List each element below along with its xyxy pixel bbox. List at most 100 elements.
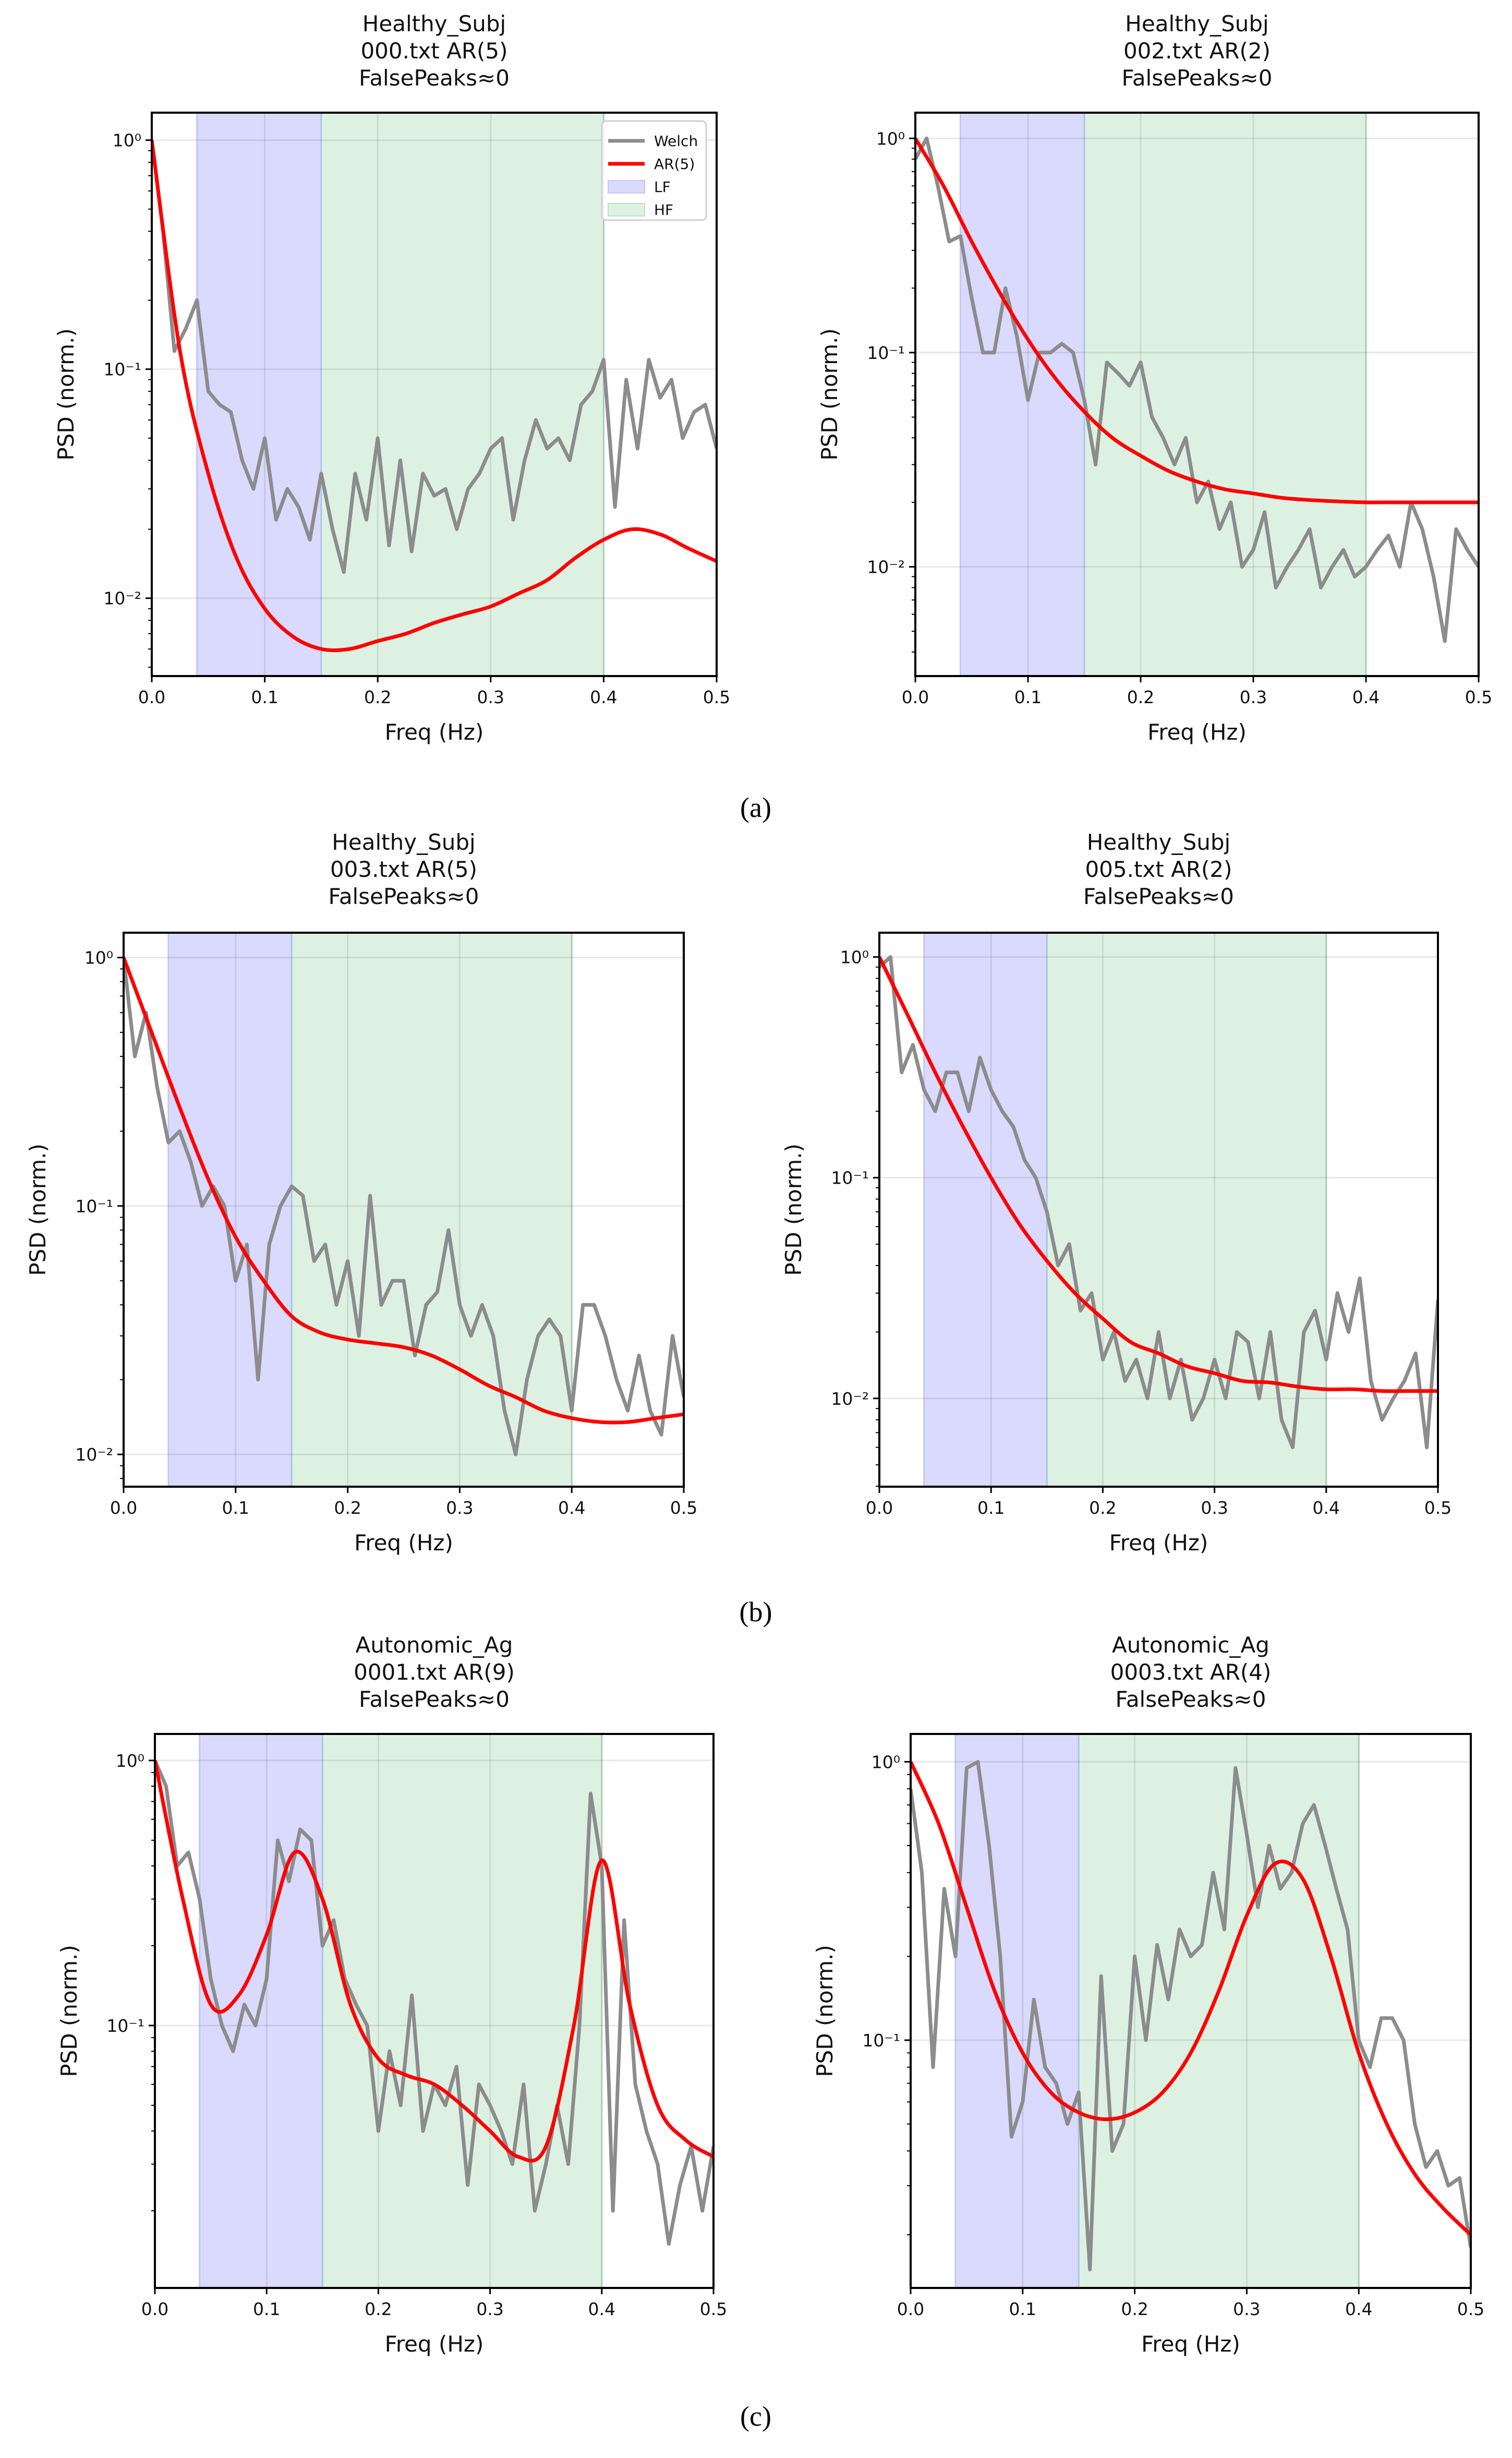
x-axis-label: Freq (Hz) (385, 2331, 484, 2357)
legend-label: AR(5) (654, 155, 695, 173)
chart-title-line: 003.txt AR(5) (330, 857, 477, 882)
chart-title-line: 002.txt AR(2) (1123, 38, 1271, 64)
x-tick-label: 0.5 (670, 1498, 697, 1518)
x-tick-label: 0.4 (1313, 1498, 1340, 1518)
legend-box (601, 120, 707, 221)
y-axis-label: PSD (norm.) (53, 328, 79, 461)
y-tick-label: 10⁻² (867, 557, 905, 577)
panel-caption: (a) (740, 792, 771, 823)
panel-caption: (c) (740, 2401, 771, 2432)
hf-band (1047, 933, 1326, 1487)
chart-title-line: 000.txt AR(5) (360, 38, 507, 64)
y-axis-label: PSD (norm.) (781, 1143, 806, 1276)
x-tick-label: 0.3 (477, 687, 504, 707)
ar-psd-line (911, 1761, 1471, 2236)
axes-frame (154, 1733, 715, 2289)
ar-psd-line (915, 137, 1479, 504)
x-axis-label: Freq (Hz) (1141, 2331, 1240, 2357)
x-tick-label: 0.2 (334, 1498, 361, 1518)
x-tick-label: 0.2 (365, 2299, 392, 2319)
x-tick-label: 0.0 (110, 1498, 137, 1518)
axes-frame (914, 112, 1480, 677)
legend-label: HF (654, 201, 673, 219)
y-tick-label: 10⁻¹ (103, 359, 141, 380)
x-tick-label: 0.1 (977, 1498, 1005, 1518)
axes-frame (151, 112, 718, 677)
chart-title-line: FalsePeaks≈0 (1083, 884, 1234, 909)
hf-band (321, 113, 604, 676)
legend-hf-swatch (608, 203, 645, 216)
legend-label: Welch (654, 132, 698, 150)
x-axis-label: Freq (Hz) (1109, 1530, 1208, 1556)
x-tick-label: 0.2 (364, 687, 391, 707)
lf-band (955, 1734, 1079, 2288)
chart-title-line: FalsePeaks≈0 (359, 65, 510, 91)
y-tick-label: 10⁰ (876, 128, 905, 149)
x-tick-label: 0.4 (590, 687, 617, 707)
y-tick-label: 10⁻² (75, 1444, 113, 1465)
x-tick-label: 0.3 (1233, 2299, 1260, 2319)
chart-title-line: FalsePeaks≈0 (1116, 1686, 1266, 1712)
x-tick-label: 0.1 (1009, 2299, 1036, 2319)
x-tick-label: 0.0 (141, 2299, 168, 2319)
chart-title-line: FalsePeaks≈0 (359, 1686, 510, 1712)
x-tick-label: 0.4 (1345, 2299, 1372, 2319)
y-axis-label: PSD (norm.) (812, 1945, 838, 2077)
welch-psd-line (915, 136, 1479, 643)
x-tick-label: 0.4 (588, 2299, 615, 2319)
ar-psd-line (155, 1760, 713, 2163)
x-tick-label: 0.2 (1121, 2299, 1148, 2319)
y-tick-label: 10⁻¹ (862, 2030, 900, 2051)
x-tick-label: 0.0 (866, 1498, 893, 1518)
x-axis-label: Freq (Hz) (354, 1530, 453, 1556)
x-tick-label: 0.1 (253, 2299, 280, 2319)
chart-title-line: FalsePeaks≈0 (329, 884, 479, 909)
x-tick-label: 0.3 (1240, 687, 1267, 707)
welch-psd-line (152, 140, 717, 574)
x-tick-label: 0.3 (1201, 1498, 1228, 1518)
panel-caption: (b) (740, 1596, 772, 1628)
x-tick-label: 0.3 (446, 1498, 473, 1518)
x-tick-label: 0.4 (1352, 687, 1380, 707)
chart-title-line: Autonomic_Ag (356, 1632, 513, 1658)
x-tick-label: 0.2 (1089, 1498, 1116, 1518)
hf-band (322, 1734, 602, 2288)
lf-band (197, 113, 321, 676)
legend-lf-swatch (608, 180, 645, 194)
y-tick-label: 10⁻¹ (106, 2016, 144, 2036)
axes-frame (878, 932, 1439, 1488)
ar-psd-line (124, 957, 684, 1425)
y-axis-label: PSD (norm.) (56, 1945, 82, 2077)
ar-psd-line (879, 956, 1438, 1393)
axes-frame (910, 1733, 1472, 2289)
x-tick-label: 0.5 (703, 687, 730, 707)
x-tick-label: 0.0 (138, 687, 165, 707)
x-axis-label: Freq (Hz) (1147, 719, 1247, 745)
y-tick-label: 10⁰ (116, 1751, 144, 1771)
legend-label: LF (654, 178, 671, 196)
hf-band (1079, 1734, 1359, 2288)
y-tick-label: 10⁻² (103, 588, 141, 609)
lf-band (924, 933, 1047, 1487)
y-tick-label: 10⁻² (831, 1389, 869, 1409)
x-tick-label: 0.1 (251, 687, 278, 707)
y-tick-label: 10⁻¹ (831, 1168, 869, 1188)
x-tick-label: 0.5 (1424, 1498, 1451, 1518)
y-axis-label: PSD (norm.) (817, 328, 842, 461)
welch-psd-line (879, 955, 1438, 1450)
y-axis-label: PSD (norm.) (25, 1143, 51, 1276)
axes-frame (123, 932, 685, 1488)
chart-title-line: FalsePeaks≈0 (1122, 65, 1273, 91)
lf-band (960, 113, 1084, 676)
chart-title-line: Healthy_Subj (332, 829, 475, 855)
chart-title-line: 005.txt AR(2) (1085, 857, 1232, 882)
chart-title-line: Autonomic_Ag (1112, 1632, 1269, 1658)
x-tick-label: 0.1 (1014, 687, 1042, 707)
chart-title-line: 0003.txt AR(4) (1110, 1659, 1272, 1685)
ar-psd-line (152, 140, 717, 653)
y-tick-label: 10⁰ (113, 130, 141, 151)
